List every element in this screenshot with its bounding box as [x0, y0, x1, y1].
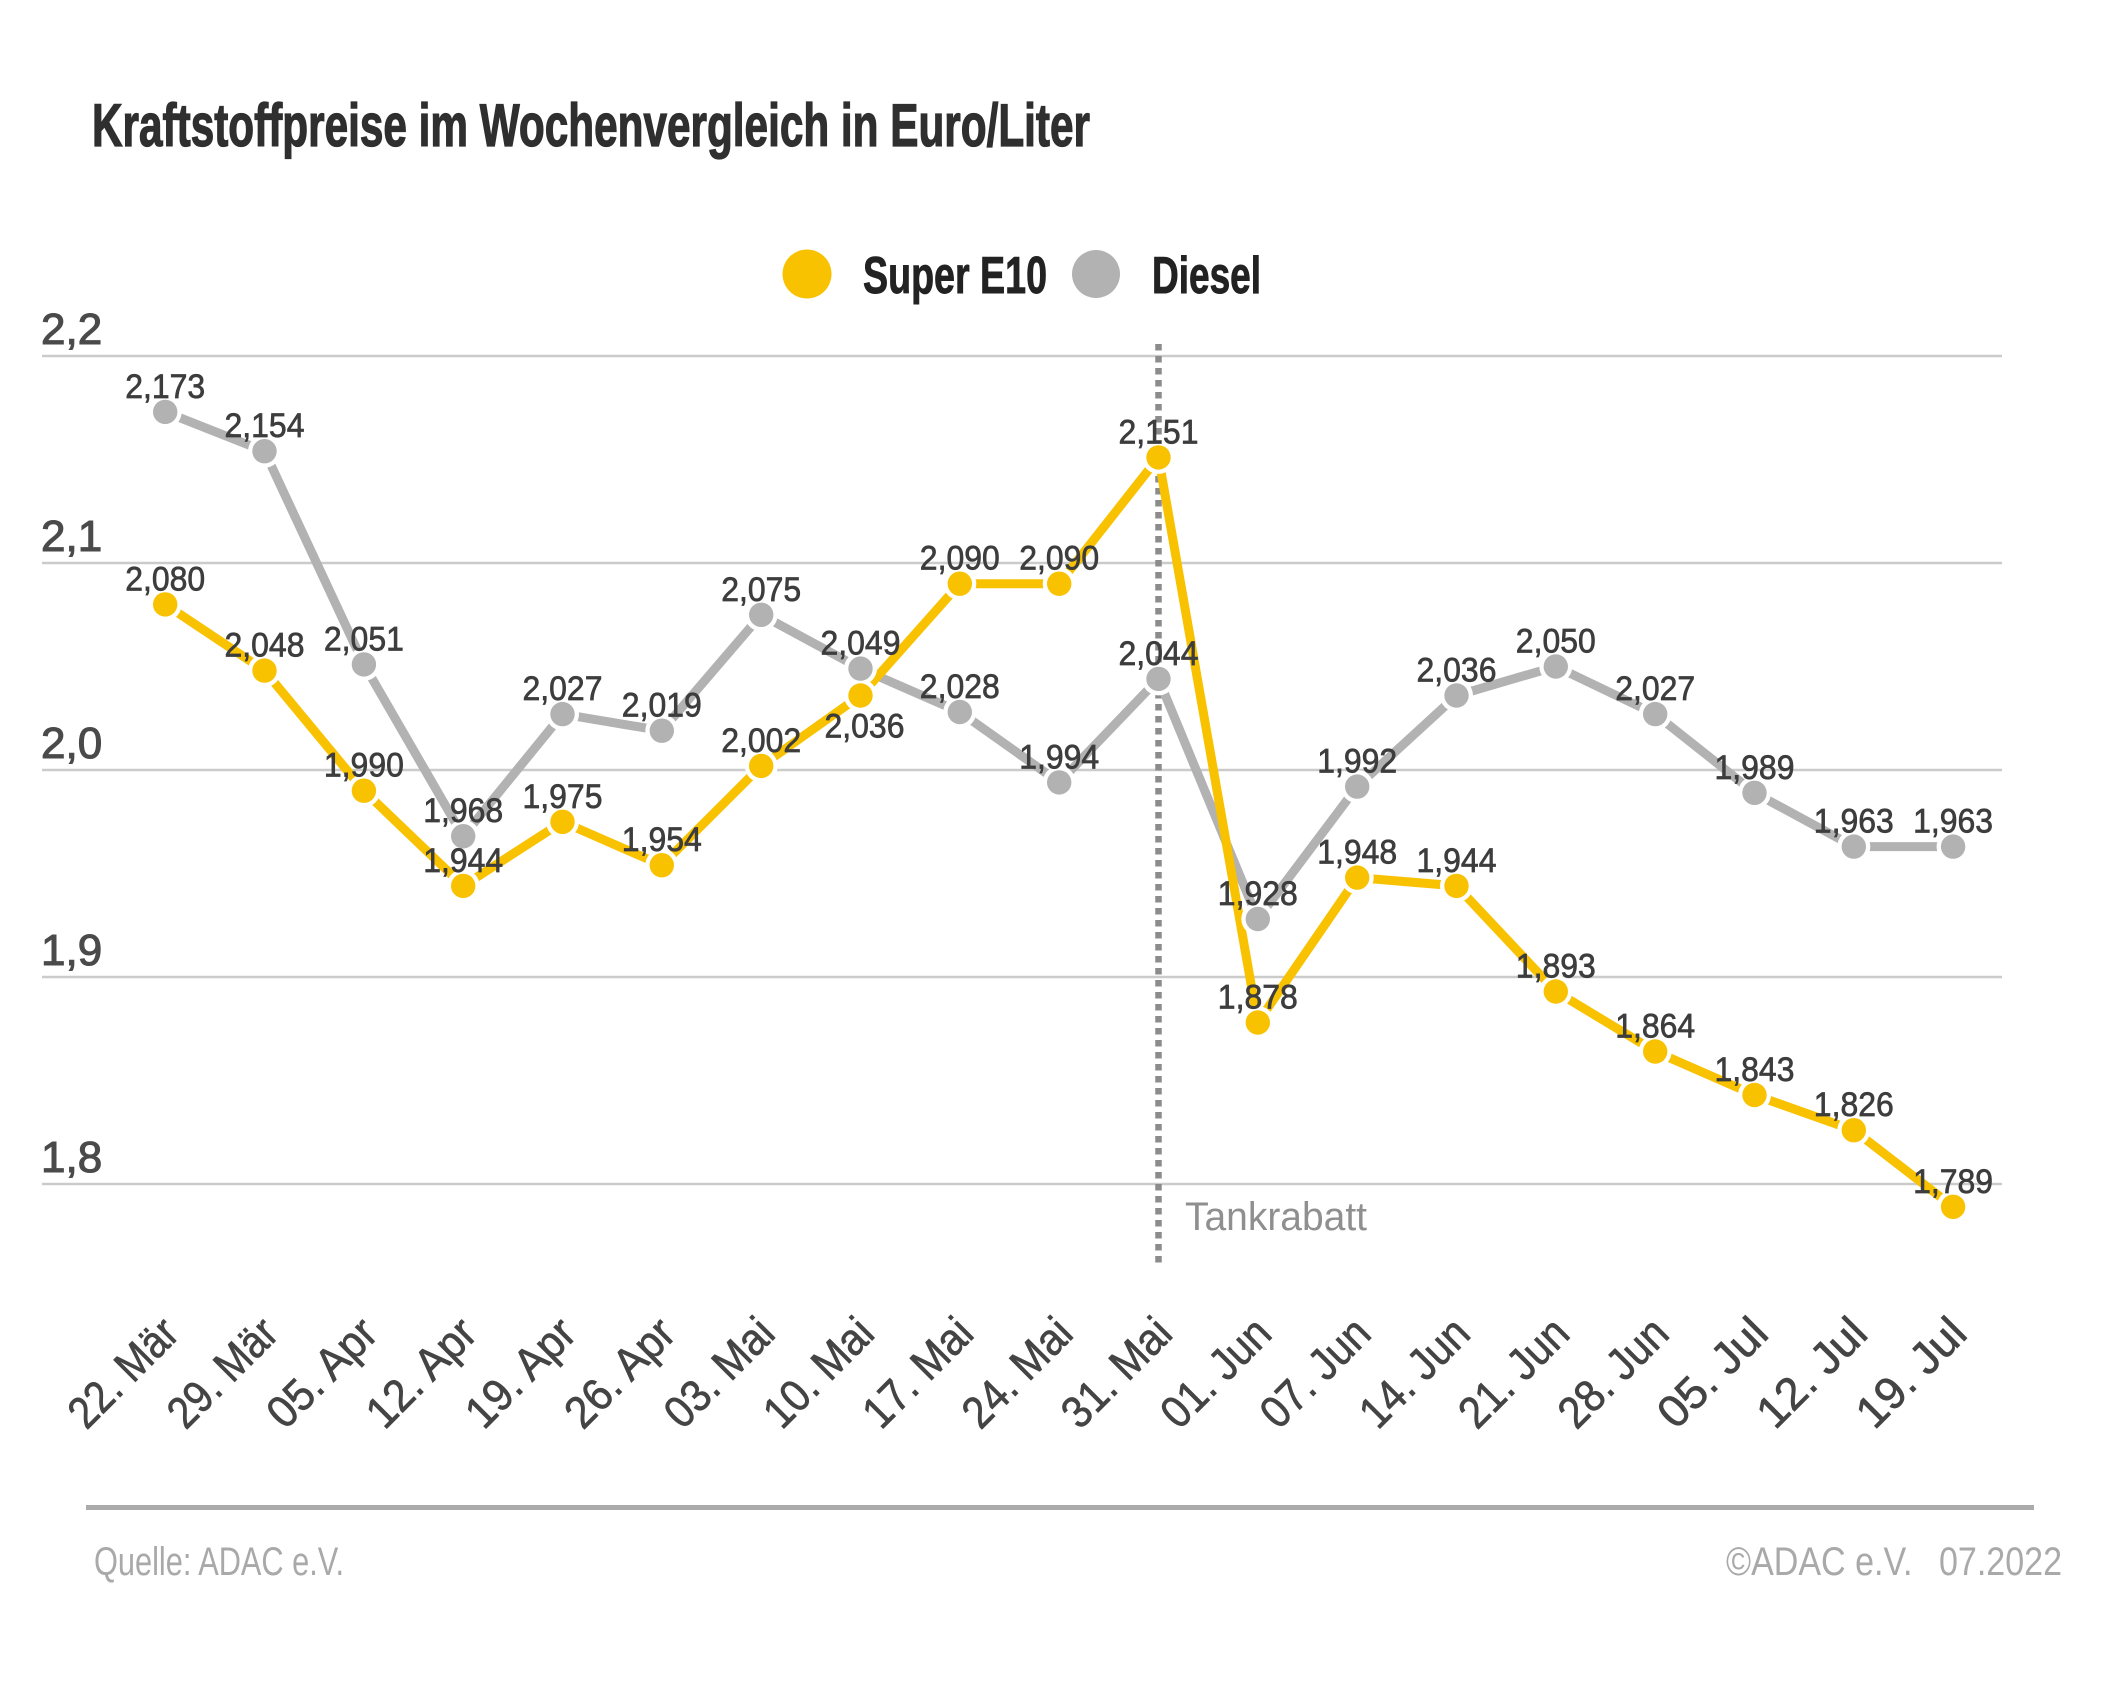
svg-text:1,954: 1,954 — [622, 821, 702, 859]
svg-text:2,044: 2,044 — [1119, 635, 1199, 673]
svg-text:2,090: 2,090 — [920, 540, 1000, 578]
svg-text:17. Mai: 17. Mai — [852, 1307, 983, 1438]
svg-text:19. Apr: 19. Apr — [455, 1307, 586, 1438]
svg-text:28. Jun: 28. Jun — [1547, 1307, 1678, 1438]
svg-text:Diesel: Diesel — [1152, 247, 1261, 305]
svg-text:26. Apr: 26. Apr — [554, 1307, 685, 1438]
svg-text:21. Jun: 21. Jun — [1448, 1307, 1579, 1438]
svg-text:24. Mai: 24. Mai — [951, 1307, 1082, 1438]
svg-text:22. Mär: 22. Mär — [57, 1307, 188, 1438]
svg-text:1,948: 1,948 — [1317, 834, 1397, 872]
svg-text:12. Apr: 12. Apr — [355, 1307, 486, 1438]
svg-text:1,975: 1,975 — [523, 778, 603, 816]
svg-text:2,027: 2,027 — [1615, 670, 1695, 708]
svg-text:©ADAC e.V. 07.2022: ©ADAC e.V. 07.2022 — [1726, 1540, 2062, 1584]
svg-text:03. Mai: 03. Mai — [653, 1307, 784, 1438]
svg-text:05. Apr: 05. Apr — [256, 1307, 387, 1438]
svg-text:2,049: 2,049 — [821, 625, 901, 663]
svg-text:2,036: 2,036 — [825, 708, 905, 746]
svg-text:Quelle: ADAC e.V.: Quelle: ADAC e.V. — [94, 1540, 344, 1584]
svg-text:07. Jun: 07. Jun — [1249, 1307, 1380, 1438]
svg-text:Tankrabatt: Tankrabatt — [1185, 1195, 1367, 1239]
svg-text:2,028: 2,028 — [920, 668, 1000, 706]
svg-text:12. Jul: 12. Jul — [1746, 1307, 1877, 1438]
svg-text:2,051: 2,051 — [324, 620, 404, 658]
svg-text:05. Jul: 05. Jul — [1647, 1307, 1778, 1438]
svg-text:1,944: 1,944 — [423, 842, 503, 880]
svg-text:1,994: 1,994 — [1019, 738, 1099, 776]
svg-text:1,878: 1,878 — [1218, 979, 1298, 1017]
svg-text:2,019: 2,019 — [622, 687, 702, 725]
svg-text:1,990: 1,990 — [324, 747, 404, 785]
svg-text:2,027: 2,027 — [523, 670, 603, 708]
svg-text:1,864: 1,864 — [1615, 1008, 1695, 1046]
svg-text:2,1: 2,1 — [41, 512, 102, 561]
svg-text:2,080: 2,080 — [125, 560, 205, 598]
svg-text:29. Mär: 29. Mär — [157, 1307, 288, 1438]
svg-text:1,992: 1,992 — [1317, 743, 1397, 781]
svg-text:1,8: 1,8 — [41, 1133, 102, 1182]
svg-text:2,036: 2,036 — [1417, 652, 1497, 690]
svg-text:2,075: 2,075 — [721, 571, 801, 609]
svg-text:2,154: 2,154 — [225, 407, 305, 445]
svg-text:2,151: 2,151 — [1119, 413, 1199, 451]
svg-text:2,002: 2,002 — [721, 722, 801, 760]
svg-text:2,0: 2,0 — [41, 719, 102, 768]
svg-text:1,9: 1,9 — [41, 926, 102, 975]
svg-text:Kraftstoffpreise im Wochenverg: Kraftstoffpreise im Wochenvergleich in E… — [92, 92, 1090, 159]
svg-text:31. Mai: 31. Mai — [1051, 1307, 1182, 1438]
svg-text:1,789: 1,789 — [1913, 1163, 1993, 1201]
svg-text:19. Jul: 19. Jul — [1845, 1307, 1976, 1438]
svg-text:1,826: 1,826 — [1814, 1086, 1894, 1124]
svg-text:1,944: 1,944 — [1417, 842, 1497, 880]
svg-text:1,968: 1,968 — [423, 792, 503, 830]
svg-text:1,928: 1,928 — [1218, 875, 1298, 913]
svg-text:2,048: 2,048 — [225, 627, 305, 665]
svg-text:2,2: 2,2 — [41, 305, 102, 354]
svg-text:1,963: 1,963 — [1913, 803, 1993, 841]
svg-text:Super E10: Super E10 — [863, 247, 1047, 305]
svg-text:10. Mai: 10. Mai — [753, 1307, 884, 1438]
svg-text:1,989: 1,989 — [1715, 749, 1795, 787]
svg-text:14. Jun: 14. Jun — [1349, 1307, 1480, 1438]
svg-text:1,843: 1,843 — [1715, 1051, 1795, 1089]
svg-text:01. Jun: 01. Jun — [1150, 1307, 1281, 1438]
svg-text:1,893: 1,893 — [1516, 948, 1596, 986]
svg-text:1,963: 1,963 — [1814, 803, 1894, 841]
svg-text:2,050: 2,050 — [1516, 623, 1596, 661]
svg-text:2,173: 2,173 — [125, 368, 205, 406]
svg-text:2,090: 2,090 — [1019, 540, 1099, 578]
